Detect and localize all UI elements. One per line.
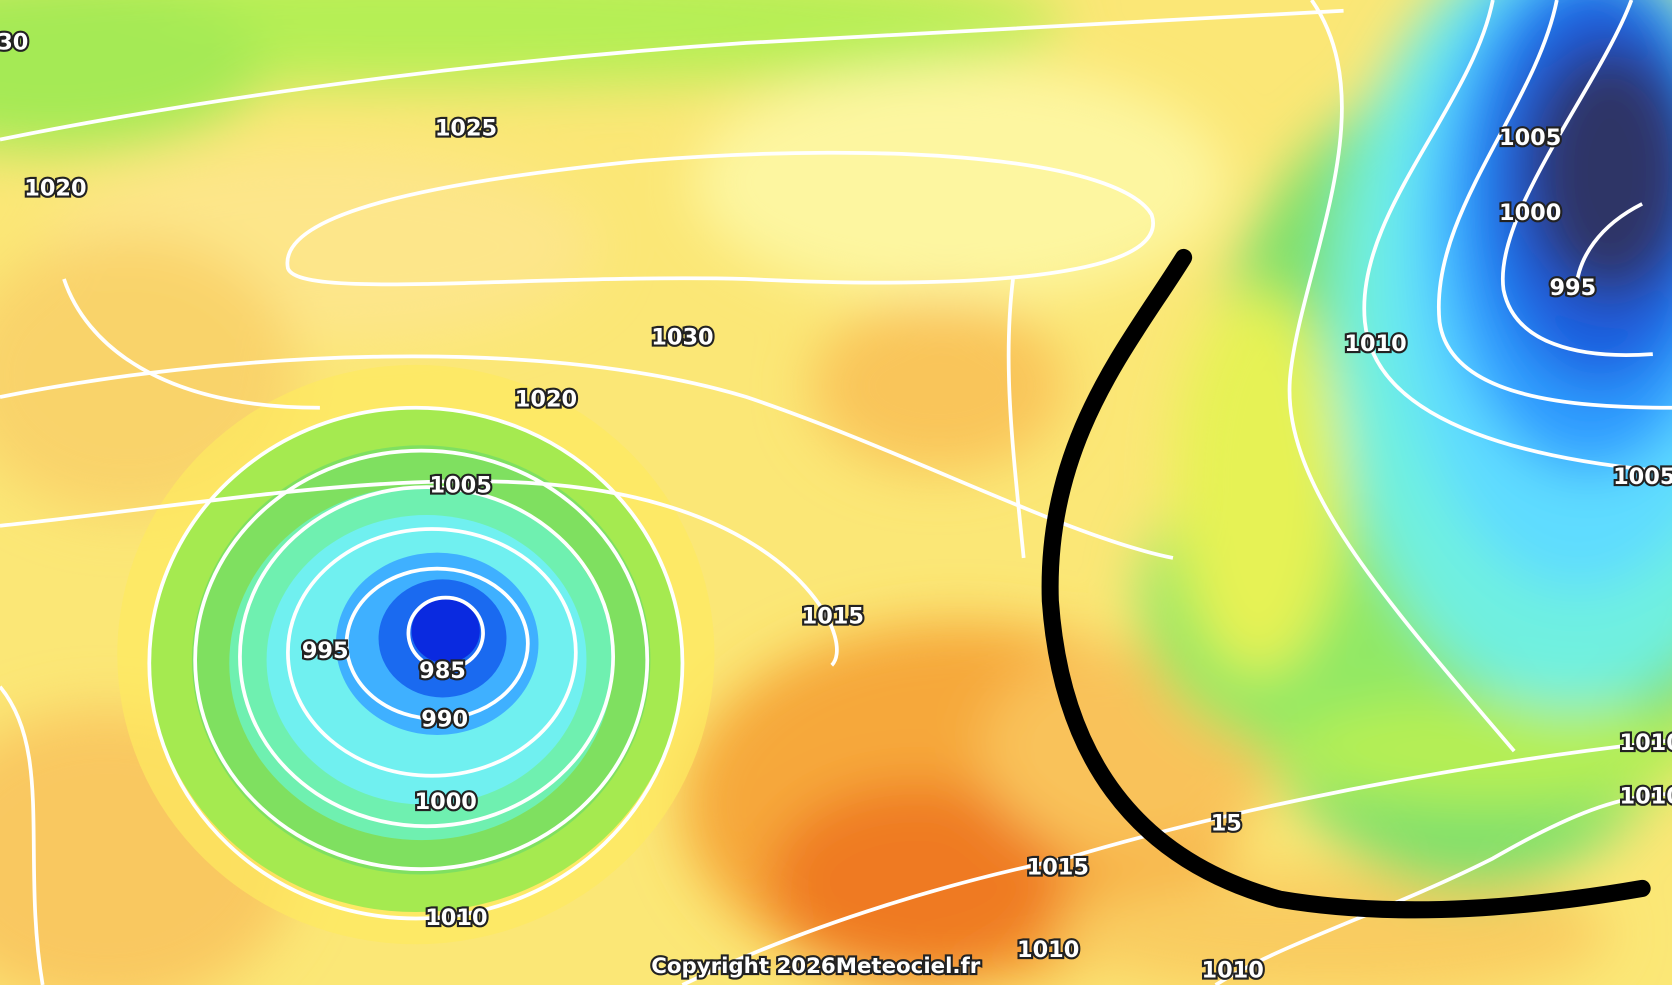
isobar-label: 995 xyxy=(1549,275,1596,301)
isobar-label: 1005 xyxy=(1613,464,1672,490)
isobar-label: 1025 xyxy=(435,115,497,141)
isobar-label: 1010 xyxy=(1620,784,1672,810)
isobar-label: 995 xyxy=(302,638,349,664)
isobar-label: 1020 xyxy=(515,387,577,413)
isobar-label: 990 xyxy=(421,706,468,732)
isobar-label: 1015 xyxy=(802,603,864,629)
isobar-label: 1015 xyxy=(1027,855,1089,881)
isobar-label: 15 xyxy=(1211,811,1242,837)
isobar-label: 30 xyxy=(0,29,28,55)
isobar-label: 1030 xyxy=(651,324,713,350)
isobar-label: 1020 xyxy=(24,175,86,201)
isobar-label: 1010 xyxy=(425,905,487,931)
isobar-label: 1010 xyxy=(1202,958,1264,984)
isobar-label: 1010 xyxy=(1344,331,1406,357)
isobar-label: 1010 xyxy=(1620,730,1672,756)
isobar-label: 985 xyxy=(419,658,466,684)
front-line xyxy=(1041,248,1651,919)
isobar-label: 1010 xyxy=(1017,937,1079,963)
isobar-label: 1005 xyxy=(430,473,492,499)
isobar-label: 1000 xyxy=(1499,200,1561,226)
isobar-label: 1000 xyxy=(415,789,477,815)
copyright: Copyright 2026Meteociel.fr xyxy=(651,954,981,979)
isobar-label: 1005 xyxy=(1499,125,1561,151)
labels: 30 1025 1020 1030 1020 1005 1015 995 985 990 1000 1… xyxy=(0,27,1672,985)
